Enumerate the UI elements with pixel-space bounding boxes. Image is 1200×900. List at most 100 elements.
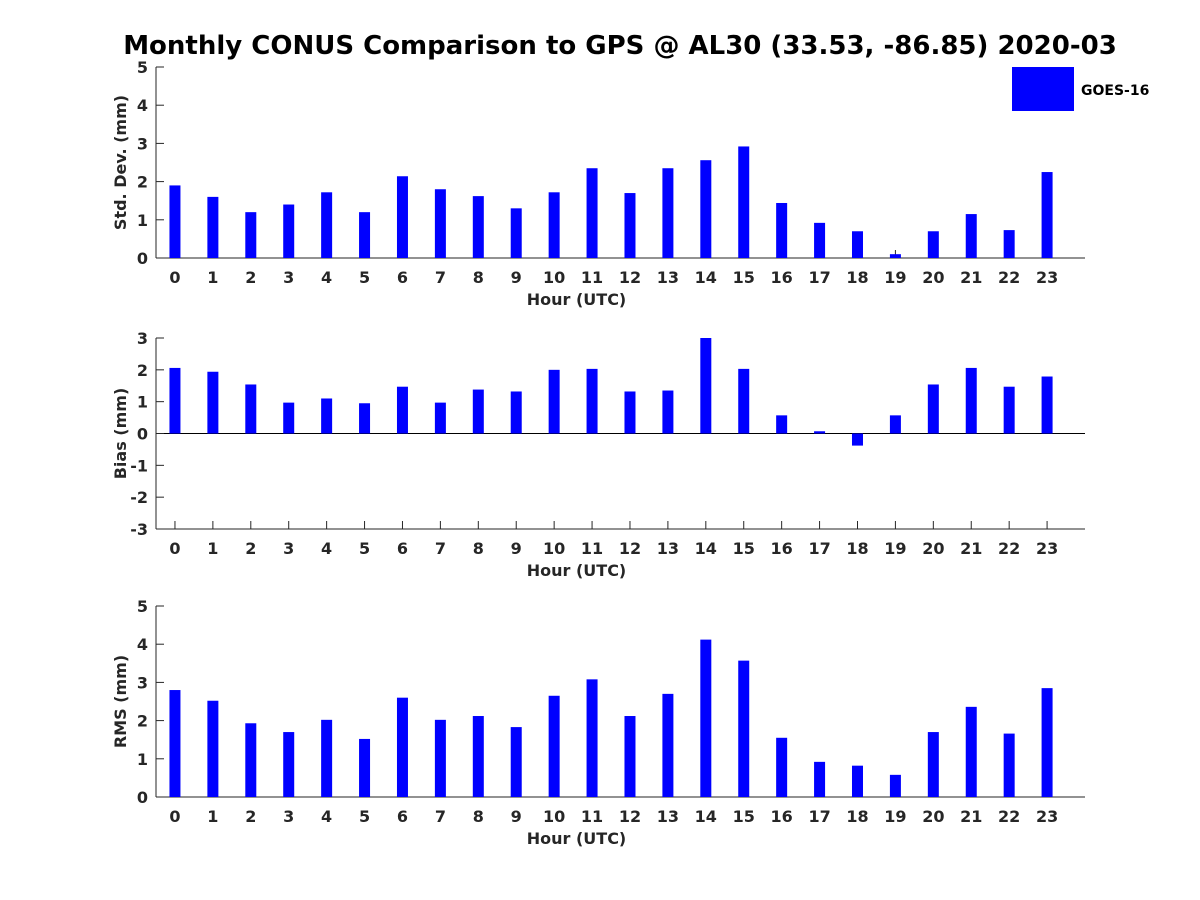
x-tick-label: 12 [619, 807, 641, 826]
bar-hour-11 [586, 168, 598, 258]
x-tick-label: 14 [695, 268, 717, 287]
x-tick-label: 14 [695, 539, 717, 558]
x-tick-label: 2 [245, 539, 256, 558]
bar-hour-19 [889, 254, 901, 258]
bar-hour-0 [169, 185, 181, 258]
x-tick-label: 15 [733, 807, 755, 826]
y-tick-label: -1 [130, 456, 148, 475]
bar-hour-3 [283, 732, 295, 797]
x-tick-label: 5 [359, 268, 370, 287]
bar-hour-21 [965, 367, 977, 434]
y-axis-label: Std. Dev. (mm) [111, 95, 130, 230]
x-tick-label: 7 [435, 268, 446, 287]
bar-hour-19 [889, 415, 901, 434]
bar-hour-2 [245, 723, 257, 797]
bar-hour-18 [851, 433, 863, 446]
bar-hour-10 [548, 369, 560, 434]
bar-hour-0 [169, 367, 181, 434]
x-tick-label: 3 [283, 268, 294, 287]
bar-hour-12 [624, 391, 636, 434]
bar-hour-21 [965, 214, 977, 258]
x-tick-label: 23 [1036, 807, 1058, 826]
bar-hour-0 [169, 690, 181, 797]
bar-hour-5 [359, 738, 371, 797]
bar-hour-9 [510, 391, 522, 434]
x-tick-label: 8 [473, 539, 484, 558]
x-tick-label: 0 [169, 268, 180, 287]
chart-title: Monthly CONUS Comparison to GPS @ AL30 (… [123, 31, 1117, 61]
legend-swatch-goes-16 [1012, 67, 1074, 111]
bar-hour-15 [738, 146, 750, 258]
bar-hour-13 [662, 693, 674, 797]
bar-hour-3 [283, 204, 295, 258]
x-tick-label: 15 [733, 268, 755, 287]
bar-hour-16 [776, 202, 788, 258]
y-tick-label: 0 [137, 425, 148, 444]
bar-hour-7 [434, 402, 446, 434]
bar-hour-16 [776, 737, 788, 797]
x-tick-label: 13 [657, 807, 679, 826]
x-tick-label: 20 [922, 539, 944, 558]
bar-hour-10 [548, 695, 560, 797]
bar-hour-8 [472, 196, 484, 258]
x-tick-label: 1 [207, 539, 218, 558]
bar-hour-12 [624, 193, 636, 258]
bar-hour-11 [586, 679, 598, 797]
bar-hour-3 [283, 402, 295, 434]
x-tick-label: 8 [473, 807, 484, 826]
y-tick-label: 5 [137, 58, 148, 77]
y-axis-label: RMS (mm) [111, 655, 130, 748]
y-tick-label: 3 [137, 134, 148, 153]
bar-hour-4 [321, 192, 333, 258]
x-tick-label: 21 [960, 539, 982, 558]
bar-hour-8 [472, 716, 484, 797]
x-tick-label: 4 [321, 268, 332, 287]
bar-hour-23 [1041, 376, 1053, 434]
bar-hour-21 [965, 706, 977, 797]
x-tick-label: 8 [473, 268, 484, 287]
bar-hour-9 [510, 208, 522, 258]
x-tick-label: 14 [695, 807, 717, 826]
y-tick-label: 1 [137, 750, 148, 769]
x-axis-label: Hour (UTC) [527, 290, 627, 309]
y-tick-label: 2 [137, 361, 148, 380]
x-tick-label: 23 [1036, 268, 1058, 287]
x-tick-label: 10 [543, 539, 565, 558]
bar-hour-5 [359, 403, 371, 434]
x-tick-label: 0 [169, 539, 180, 558]
x-tick-label: 22 [998, 268, 1020, 287]
bar-hour-23 [1041, 688, 1053, 797]
y-tick-label: 4 [137, 96, 148, 115]
bar-hour-15 [738, 660, 750, 797]
x-tick-label: 22 [998, 539, 1020, 558]
x-tick-label: 15 [733, 539, 755, 558]
x-tick-label: 18 [846, 539, 868, 558]
bar-hour-19 [889, 774, 901, 797]
x-tick-label: 21 [960, 268, 982, 287]
x-tick-label: 18 [846, 268, 868, 287]
x-tick-label: 11 [581, 268, 603, 287]
bar-hour-6 [396, 697, 408, 797]
x-tick-label: 19 [884, 807, 906, 826]
x-tick-label: 12 [619, 268, 641, 287]
x-axis-label: Hour (UTC) [527, 561, 627, 580]
bar-hour-22 [1003, 733, 1015, 797]
bar-hour-9 [510, 727, 522, 797]
bar-hour-6 [396, 176, 408, 258]
bar-hour-13 [662, 390, 674, 434]
bar-hour-2 [245, 212, 257, 258]
bar-hour-18 [851, 231, 863, 258]
bar-hour-23 [1041, 172, 1053, 258]
y-tick-label: 4 [137, 635, 148, 654]
x-tick-label: 13 [657, 268, 679, 287]
x-tick-label: 16 [771, 539, 793, 558]
x-tick-label: 2 [245, 268, 256, 287]
bar-hour-1 [207, 196, 219, 258]
bar-hour-6 [396, 386, 408, 434]
bar-hour-5 [359, 212, 371, 258]
bar-hour-10 [548, 192, 560, 258]
y-tick-label: 2 [137, 173, 148, 192]
x-tick-label: 23 [1036, 539, 1058, 558]
